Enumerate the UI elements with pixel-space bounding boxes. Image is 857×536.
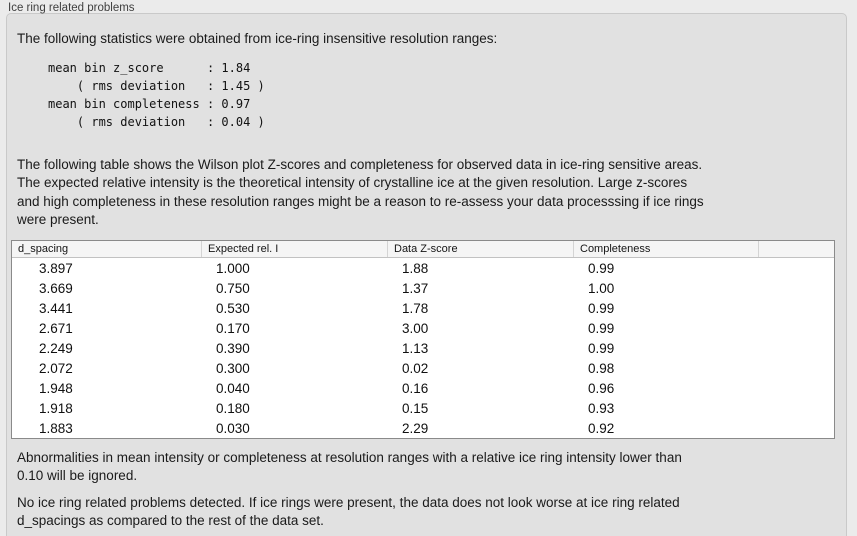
- cell-d-spacing: 3.669: [39, 280, 73, 296]
- conclusion-text: No ice ring related problems detected. I…: [17, 495, 680, 529]
- cell-d-spacing: 1.948: [39, 380, 73, 396]
- cell-data-z-score: 1.78: [402, 300, 429, 316]
- cell-data-z-score: 1.37: [402, 280, 429, 296]
- table-row[interactable]: 1.883 0.030 2.29 0.92: [12, 418, 834, 438]
- cell-completeness: 0.99: [588, 320, 615, 336]
- cell-data-z-score: 1.13: [402, 340, 429, 356]
- table-row[interactable]: 3.897 1.000 1.88 0.99: [12, 258, 834, 278]
- cell-data-z-score: 2.29: [402, 420, 429, 436]
- column-header-completeness[interactable]: Completeness: [573, 241, 758, 257]
- column-header-empty[interactable]: [758, 241, 834, 257]
- column-header-d-spacing[interactable]: d_spacing: [18, 243, 69, 255]
- intro-text: The following statistics were obtained f…: [17, 31, 498, 46]
- cell-data-z-score: 0.16: [402, 380, 429, 396]
- table-row[interactable]: 3.669 0.750 1.37 1.00: [12, 278, 834, 298]
- cell-expected-rel-i: 0.030: [216, 420, 250, 436]
- table-row[interactable]: 1.948 0.040 0.16 0.96: [12, 378, 834, 398]
- cell-d-spacing: 2.072: [39, 360, 73, 376]
- table-row[interactable]: 2.671 0.170 3.00 0.99: [12, 318, 834, 338]
- table-row[interactable]: 1.918 0.180 0.15 0.93: [12, 398, 834, 418]
- cell-expected-rel-i: 0.390: [216, 340, 250, 356]
- cell-d-spacing: 2.249: [39, 340, 73, 356]
- cell-expected-rel-i: 1.000: [216, 260, 250, 276]
- cell-d-spacing: 3.897: [39, 260, 73, 276]
- cell-completeness: 0.93: [588, 400, 615, 416]
- column-header-data-z-score[interactable]: Data Z-score: [387, 241, 573, 257]
- cell-completeness: 0.98: [588, 360, 615, 376]
- table-header-row: d_spacing Expected rel. I Data Z-score C…: [12, 241, 834, 258]
- cell-expected-rel-i: 0.750: [216, 280, 250, 296]
- cell-expected-rel-i: 0.170: [216, 320, 250, 336]
- cell-completeness: 0.99: [588, 300, 615, 316]
- ice-ring-groupbox: The following statistics were obtained f…: [6, 13, 847, 536]
- table-row[interactable]: 3.441 0.530 1.78 0.99: [12, 298, 834, 318]
- cell-expected-rel-i: 0.040: [216, 380, 250, 396]
- cell-data-z-score: 1.88: [402, 260, 429, 276]
- cell-d-spacing: 1.918: [39, 400, 73, 416]
- ice-ring-table: d_spacing Expected rel. I Data Z-score C…: [11, 240, 835, 439]
- cell-data-z-score: 0.15: [402, 400, 429, 416]
- cell-completeness: 0.99: [588, 340, 615, 356]
- ignore-note-text: Abnormalities in mean intensity or compl…: [17, 450, 682, 484]
- cell-d-spacing: 2.671: [39, 320, 73, 336]
- cell-completeness: 0.92: [588, 420, 615, 436]
- table-body: 3.897 1.000 1.88 0.99 3.669 0.750 1.37 1…: [12, 258, 834, 438]
- description-text: The following table shows the Wilson plo…: [17, 157, 704, 228]
- stats-block: mean bin z_score : 1.84 ( rms deviation …: [48, 61, 265, 129]
- table-row[interactable]: 2.249 0.390 1.13 0.99: [12, 338, 834, 358]
- cell-completeness: 0.96: [588, 380, 615, 396]
- cell-completeness: 0.99: [588, 260, 615, 276]
- cell-completeness: 1.00: [588, 280, 615, 296]
- column-header-expected-rel-i[interactable]: Expected rel. I: [201, 241, 387, 257]
- cell-expected-rel-i: 0.300: [216, 360, 250, 376]
- cell-expected-rel-i: 0.530: [216, 300, 250, 316]
- table-row[interactable]: 2.072 0.300 0.02 0.98: [12, 358, 834, 378]
- cell-data-z-score: 3.00: [402, 320, 429, 336]
- cell-d-spacing: 1.883: [39, 420, 73, 436]
- cell-expected-rel-i: 0.180: [216, 400, 250, 416]
- groupbox-title: Ice ring related problems: [8, 2, 135, 14]
- cell-d-spacing: 3.441: [39, 300, 73, 316]
- cell-data-z-score: 0.02: [402, 360, 429, 376]
